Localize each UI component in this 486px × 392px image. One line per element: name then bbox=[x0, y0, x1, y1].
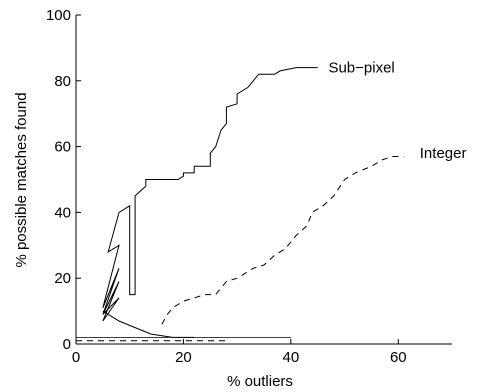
y-tick-label: 80 bbox=[54, 73, 71, 90]
y-tick-label: 40 bbox=[54, 204, 71, 221]
y-tick-label: 100 bbox=[46, 7, 71, 24]
series-layer: Sub−pixel Integer bbox=[76, 60, 467, 342]
x-tick-label: 60 bbox=[390, 349, 407, 366]
y-tick-label: 60 bbox=[54, 139, 71, 156]
y-tick-label: 0 bbox=[63, 336, 71, 353]
y-tick-label: 20 bbox=[54, 270, 71, 287]
sub-pixel-label: Sub−pixel bbox=[328, 60, 394, 77]
x-axis-label: % outliers bbox=[227, 373, 293, 390]
integer-label: Integer bbox=[420, 145, 467, 162]
integer-line bbox=[161, 156, 404, 325]
x-tick-label: 20 bbox=[175, 349, 192, 366]
y-axis-label: % possible matches found bbox=[13, 92, 30, 267]
x-tick-label: 40 bbox=[283, 349, 300, 366]
series-4-line bbox=[102, 310, 195, 338]
sub-pixel-line bbox=[102, 67, 318, 322]
axes: 0 20 40 60 0 20 40 60 80 100 bbox=[46, 7, 452, 366]
x-tick-label: 0 bbox=[72, 349, 80, 366]
